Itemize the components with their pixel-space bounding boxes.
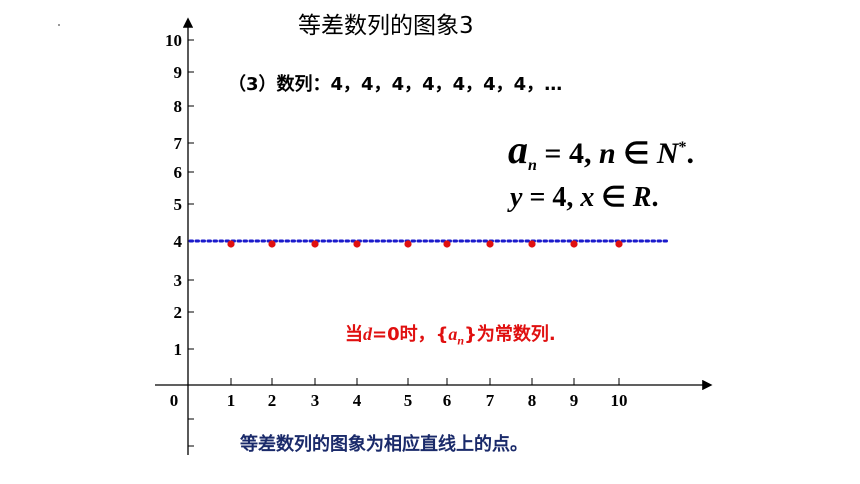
sequence-point bbox=[443, 240, 451, 248]
note-a: a bbox=[448, 324, 458, 344]
sequence-point bbox=[268, 240, 276, 248]
note-eq: =0时，{ bbox=[372, 324, 449, 345]
note-pre: 当 bbox=[345, 324, 363, 345]
formula-star: * bbox=[678, 139, 687, 156]
y-tick-label: 10 bbox=[165, 31, 182, 50]
y-tick-label: 5 bbox=[174, 195, 183, 214]
sequence-point bbox=[353, 240, 361, 248]
formula2-eq: = 4, bbox=[522, 182, 581, 213]
y-tick-label: 8 bbox=[174, 97, 183, 116]
sequence-point bbox=[311, 240, 319, 248]
formula2-x: x bbox=[580, 182, 595, 213]
sequence-point bbox=[227, 240, 235, 248]
formula2-in: ∈ bbox=[594, 182, 633, 213]
formula-a: a bbox=[508, 127, 528, 172]
formula-eq: = 4, bbox=[536, 137, 600, 170]
x-tick-label: 6 bbox=[443, 391, 452, 410]
formula-end: . bbox=[686, 137, 695, 170]
constant-sequence-note: 当d=0时，{an}为常数列. bbox=[345, 320, 556, 349]
formula-n: n bbox=[599, 137, 616, 170]
conclusion-text: 等差数列的图象为相应直线上的点。 bbox=[240, 434, 528, 455]
formula-in: ∈ bbox=[615, 137, 657, 170]
formula2-end: . bbox=[651, 182, 659, 213]
y-tick-label: 7 bbox=[174, 134, 183, 153]
x-tick-label: 0 bbox=[170, 391, 179, 410]
y-tick-label: 6 bbox=[174, 163, 183, 182]
y-tick-label: 1 bbox=[174, 340, 183, 359]
y-tick-label: 3 bbox=[174, 271, 183, 290]
x-tick-label: 9 bbox=[570, 391, 579, 410]
speck bbox=[58, 24, 60, 26]
slide-title: 等差数列的图象3 bbox=[298, 13, 474, 39]
x-tick-label: 4 bbox=[353, 391, 362, 410]
x-tick-label: 1 bbox=[227, 391, 236, 410]
sequence-text: （3）数列：4，4，4，4，4，4，4，… bbox=[228, 74, 563, 95]
x-tick-label: 3 bbox=[311, 391, 320, 410]
note-d: d bbox=[363, 324, 372, 344]
x-tick-label: 8 bbox=[528, 391, 537, 410]
y-tick-label: 2 bbox=[174, 303, 183, 322]
note-sub: n bbox=[457, 333, 465, 348]
formula-N: N bbox=[656, 137, 679, 170]
formula2-R: R bbox=[632, 182, 652, 213]
formula-an: an = 4, n ∈ N*. bbox=[508, 126, 694, 175]
x-tick-label: 5 bbox=[404, 391, 413, 410]
sequence-point bbox=[404, 240, 412, 248]
formula2-y: y bbox=[510, 182, 523, 213]
x-tick-label: 10 bbox=[611, 391, 628, 410]
y-tick-label: 4 bbox=[174, 232, 183, 251]
sequence-point bbox=[570, 240, 578, 248]
sequence-point bbox=[528, 240, 536, 248]
note-post: }为常数列. bbox=[464, 324, 556, 345]
formula-y: y = 4, x ∈ R. bbox=[510, 180, 658, 214]
x-tick-label: 7 bbox=[486, 391, 495, 410]
y-tick-label: 9 bbox=[174, 63, 183, 82]
x-tick-label: 2 bbox=[268, 391, 277, 410]
sequence-point bbox=[486, 240, 494, 248]
formula-a-sub: n bbox=[528, 157, 537, 174]
sequence-point bbox=[615, 240, 623, 248]
